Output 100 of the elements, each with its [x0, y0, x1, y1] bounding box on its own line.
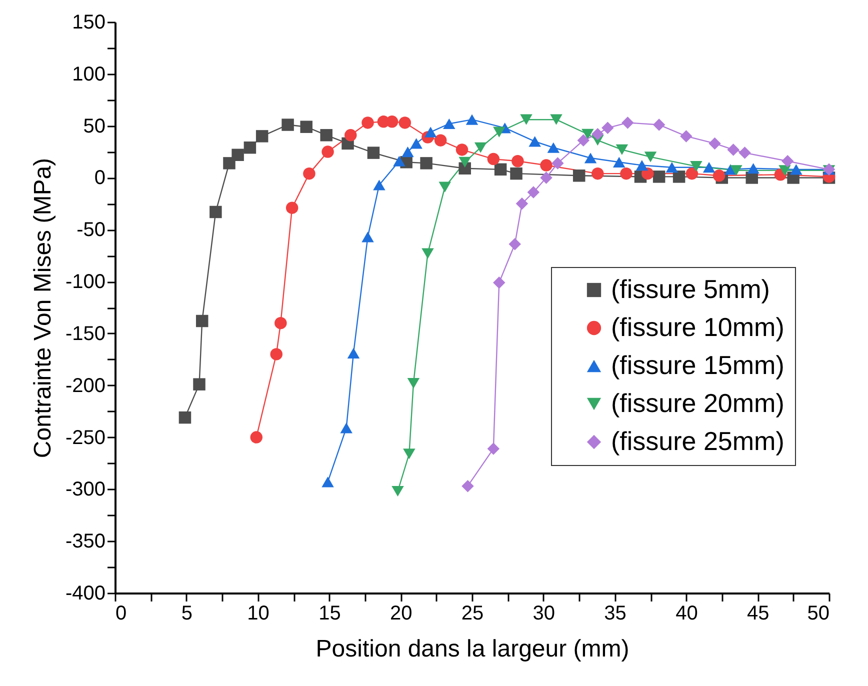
point	[303, 167, 316, 180]
point	[487, 442, 500, 455]
y-tick-label: -250	[65, 426, 106, 449]
point	[666, 162, 678, 173]
point	[300, 120, 312, 133]
point	[438, 182, 451, 192]
y-tick-label: 100	[72, 63, 106, 86]
y-tick-label: -300	[65, 478, 106, 501]
legend-label: (fissure 10mm)	[611, 312, 784, 342]
point	[210, 206, 222, 218]
point	[494, 163, 507, 176]
point	[274, 316, 287, 330]
point	[250, 431, 262, 444]
point	[420, 157, 432, 170]
point	[636, 160, 648, 171]
point	[727, 144, 740, 156]
x-tick-label: 20	[390, 602, 412, 624]
point	[424, 126, 437, 138]
point	[434, 134, 447, 146]
point	[612, 156, 626, 168]
point	[592, 128, 604, 140]
point	[680, 130, 692, 142]
point	[407, 378, 420, 389]
y-tick-label: -100	[65, 271, 106, 294]
point	[508, 238, 521, 250]
point	[708, 137, 721, 150]
point	[527, 186, 540, 198]
point	[730, 165, 742, 176]
x-tick-label: 0	[116, 602, 127, 624]
point	[510, 167, 522, 180]
point	[320, 129, 332, 142]
x-tick-label: 5	[181, 602, 192, 624]
point	[462, 480, 474, 492]
point	[512, 155, 524, 168]
point	[540, 172, 552, 184]
point	[466, 114, 478, 125]
point	[344, 129, 357, 142]
point	[340, 422, 352, 434]
point	[410, 138, 422, 149]
point	[781, 154, 794, 168]
point	[620, 167, 632, 180]
y-tick-label: 0	[94, 167, 106, 190]
point	[493, 276, 506, 289]
point	[672, 170, 686, 183]
point	[282, 118, 294, 131]
y-tick-label: -200	[65, 374, 106, 397]
point	[652, 170, 666, 183]
y-tick-label: -150	[65, 322, 106, 345]
point	[690, 161, 702, 172]
y-tick-label: -50	[76, 219, 106, 242]
point	[178, 411, 192, 424]
point	[458, 156, 471, 168]
point	[790, 164, 802, 175]
point	[622, 116, 634, 129]
point	[403, 448, 416, 460]
point	[702, 162, 716, 173]
y-tick-label: -400	[65, 582, 106, 604]
point	[528, 136, 541, 147]
point	[347, 348, 360, 358]
point	[398, 116, 412, 129]
point	[270, 348, 282, 360]
point	[362, 116, 374, 129]
y-axis-title: Contrainte Von Mises (MPa)	[29, 158, 56, 458]
y-tick-label: -350	[65, 530, 106, 553]
point	[520, 114, 532, 125]
point	[616, 144, 628, 155]
point	[474, 142, 487, 153]
point	[362, 232, 374, 242]
point	[778, 165, 791, 176]
point	[712, 170, 726, 182]
point	[402, 146, 414, 158]
x-tick-label: 30	[532, 602, 556, 624]
y-tick-label: 150	[72, 12, 106, 34]
point	[738, 146, 751, 159]
x-tick-label: 40	[676, 602, 698, 624]
point	[393, 156, 406, 166]
x-tick-label: 35	[604, 602, 626, 624]
point	[443, 118, 456, 130]
point	[652, 118, 666, 131]
point	[592, 167, 604, 180]
point	[602, 122, 614, 134]
point	[232, 148, 244, 162]
point	[373, 180, 386, 190]
point	[747, 163, 760, 174]
point	[540, 159, 552, 172]
point	[196, 314, 208, 328]
x-tick-label: 15	[318, 602, 341, 624]
point	[552, 157, 564, 170]
point	[644, 152, 657, 162]
legend-label: (fissure 5mm)	[611, 274, 770, 304]
x-tick-label: 45	[746, 602, 770, 624]
point	[256, 130, 268, 142]
point	[322, 146, 334, 158]
point	[550, 114, 562, 125]
point	[422, 248, 434, 259]
legend-label: (fissure 20mm)	[611, 388, 784, 418]
point	[286, 202, 298, 214]
point	[582, 128, 594, 140]
y-tick-label: 50	[83, 115, 106, 138]
point	[547, 142, 560, 153]
